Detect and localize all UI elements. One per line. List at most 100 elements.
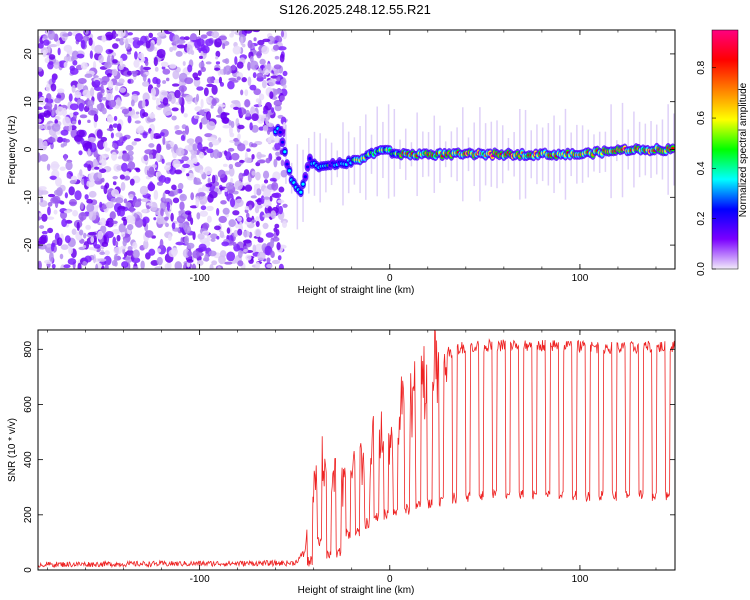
noise-speckle (185, 210, 192, 215)
noise-speckle (79, 169, 83, 177)
noise-speckle (172, 45, 177, 51)
noise-speckle (46, 163, 51, 171)
noise-speckle (199, 122, 203, 130)
noise-speckle (99, 217, 107, 227)
noise-speckle (99, 168, 107, 174)
noise-speckle (265, 232, 274, 238)
noise-speckle (87, 119, 91, 124)
noise-speckle (251, 153, 255, 160)
noise-speckle (262, 222, 269, 230)
noise-speckle (257, 251, 266, 261)
noise-speckle (130, 99, 135, 107)
noise-speckle (277, 46, 287, 51)
noise-speckle (51, 110, 55, 117)
noise-speckle (115, 197, 124, 204)
noise-speckle (155, 78, 161, 85)
noise-speckle (186, 44, 193, 55)
noise-speckle (53, 209, 58, 215)
snr-series-line (38, 330, 675, 569)
noise-speckle (38, 243, 47, 250)
noise-speckle (261, 79, 267, 89)
noise-speckle (262, 38, 271, 43)
noise-speckle (97, 258, 107, 262)
noise-speckle (38, 112, 48, 118)
noise-speckle (125, 255, 133, 263)
noise-speckle (153, 217, 157, 221)
noise-speckle (76, 221, 80, 231)
noise-speckle (101, 107, 107, 115)
noise-speckle (207, 177, 211, 184)
colorbar-tick-label: 0.8 (696, 60, 707, 74)
noise-speckle (120, 245, 127, 250)
noise-speckle (60, 129, 69, 136)
noise-speckle (262, 124, 269, 132)
noise-speckle (244, 89, 249, 97)
y-tick-label: 10 (23, 96, 34, 108)
noise-speckle (254, 206, 260, 214)
noise-speckle (250, 195, 257, 199)
noise-speckle (266, 257, 271, 263)
ridge-core (306, 165, 310, 169)
ridge-core (287, 169, 291, 173)
noise-speckle (162, 192, 166, 202)
noise-speckle (135, 168, 141, 173)
noise-speckle (104, 31, 114, 41)
noise-speckle (187, 250, 193, 257)
noise-speckle (85, 224, 92, 230)
noise-speckle (255, 98, 261, 103)
noise-speckle (270, 250, 275, 259)
noise-speckle (171, 107, 179, 112)
noise-speckle (82, 89, 91, 97)
noise-speckle (142, 132, 148, 139)
noise-speckle (212, 149, 220, 159)
noise-speckle (142, 66, 152, 71)
noise-speckle (232, 45, 242, 55)
spectrogram-xlabel: Height of straight line (km) (298, 285, 415, 296)
noise-speckle (238, 107, 242, 117)
noise-speckle (255, 171, 261, 181)
noise-speckle (274, 55, 280, 60)
noise-speckle (273, 88, 283, 95)
noise-speckle (84, 141, 93, 152)
noise-speckle (138, 52, 145, 60)
noise-speckle (83, 163, 89, 168)
noise-speckle (164, 189, 171, 195)
noise-speckle (256, 188, 262, 196)
noise-speckle (87, 110, 97, 116)
noise-speckle (159, 132, 165, 137)
noise-speckle (206, 83, 214, 88)
y-tick-label: 600 (23, 396, 34, 413)
ridge-core (303, 175, 307, 179)
noise-speckle (104, 147, 111, 152)
noise-speckle (233, 229, 239, 238)
noise-speckle (148, 154, 154, 160)
noise-speckle (140, 64, 144, 75)
ridge-core (283, 150, 287, 154)
noise-speckle (86, 198, 93, 204)
noise-speckle (47, 43, 51, 54)
noise-speckle (113, 246, 123, 255)
noise-speckle (38, 96, 46, 106)
noise-speckle (154, 66, 159, 72)
noise-speckle (200, 117, 209, 125)
noise-speckle (119, 37, 125, 46)
noise-speckle (281, 220, 288, 229)
noise-speckle (222, 207, 230, 215)
noise-speckle (71, 120, 77, 125)
noise-speckle (47, 206, 51, 216)
noise-speckle (107, 80, 114, 90)
colorbar-tick-label: 0.6 (696, 111, 707, 125)
noise-speckle (206, 233, 211, 242)
noise-speckle (205, 183, 213, 188)
noise-speckle (230, 120, 235, 129)
noise-speckle (156, 48, 166, 59)
noise-speckle (164, 216, 169, 221)
noise-speckle (271, 107, 275, 114)
noise-speckle (227, 80, 235, 90)
noise-speckle (263, 196, 270, 200)
noise-speckle (200, 34, 208, 39)
noise-speckle (133, 59, 140, 68)
noise-speckle (140, 260, 145, 269)
noise-speckle (97, 230, 103, 240)
noise-speckle (49, 175, 57, 180)
